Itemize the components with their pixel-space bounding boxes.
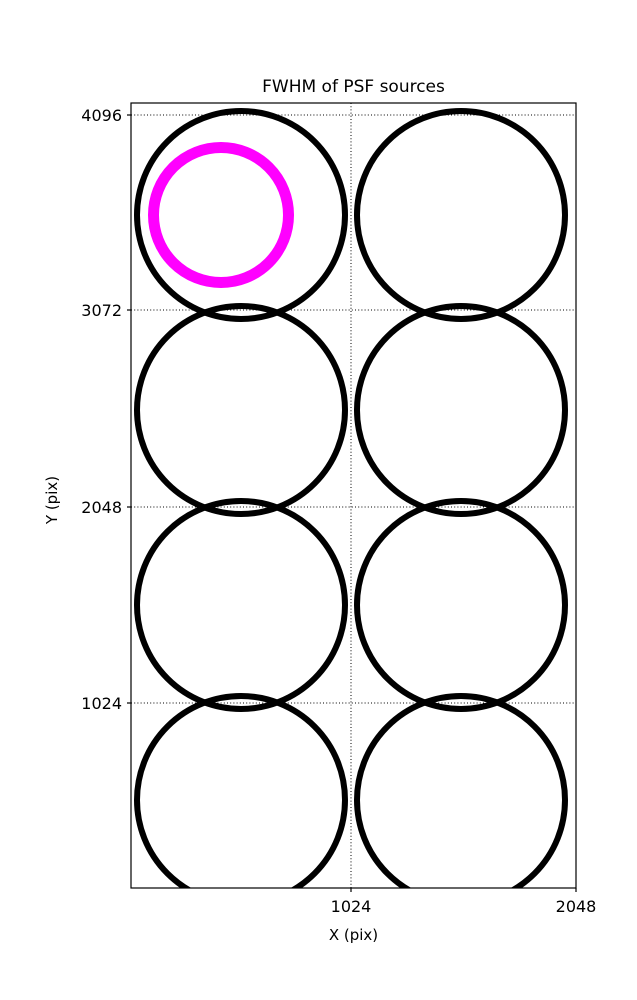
y-tick-label: 2048 [81,498,122,517]
psf-source-markers [134,108,568,888]
psf-source-circle [354,303,568,517]
psf-source-circle [134,303,348,517]
y-tick-label: 4096 [81,106,122,125]
x-tick-label: 1024 [331,897,372,916]
psf-source-circle [354,498,568,712]
x-tick-label: 2048 [556,897,597,916]
y-axis-label: Y (pix) [43,476,61,525]
psf-source-circle [134,108,348,322]
chart-title: FWHM of PSF sources [262,77,445,97]
x-axis-label: X (pix) [329,926,378,944]
highlighted-source-circle [148,142,294,288]
axes-spines [130,102,577,889]
axes-background [131,103,576,888]
psf-source-circle [134,693,348,888]
psf-source-circle [354,108,568,322]
psf-source-circle [134,498,348,712]
tick-labels: 4096 3072 2048 1024 1024 2048 [81,106,596,916]
psf-source-circle [354,693,568,888]
tick-marks [127,114,577,892]
y-tick-label: 1024 [81,694,122,713]
y-tick-label: 3072 [81,301,122,320]
